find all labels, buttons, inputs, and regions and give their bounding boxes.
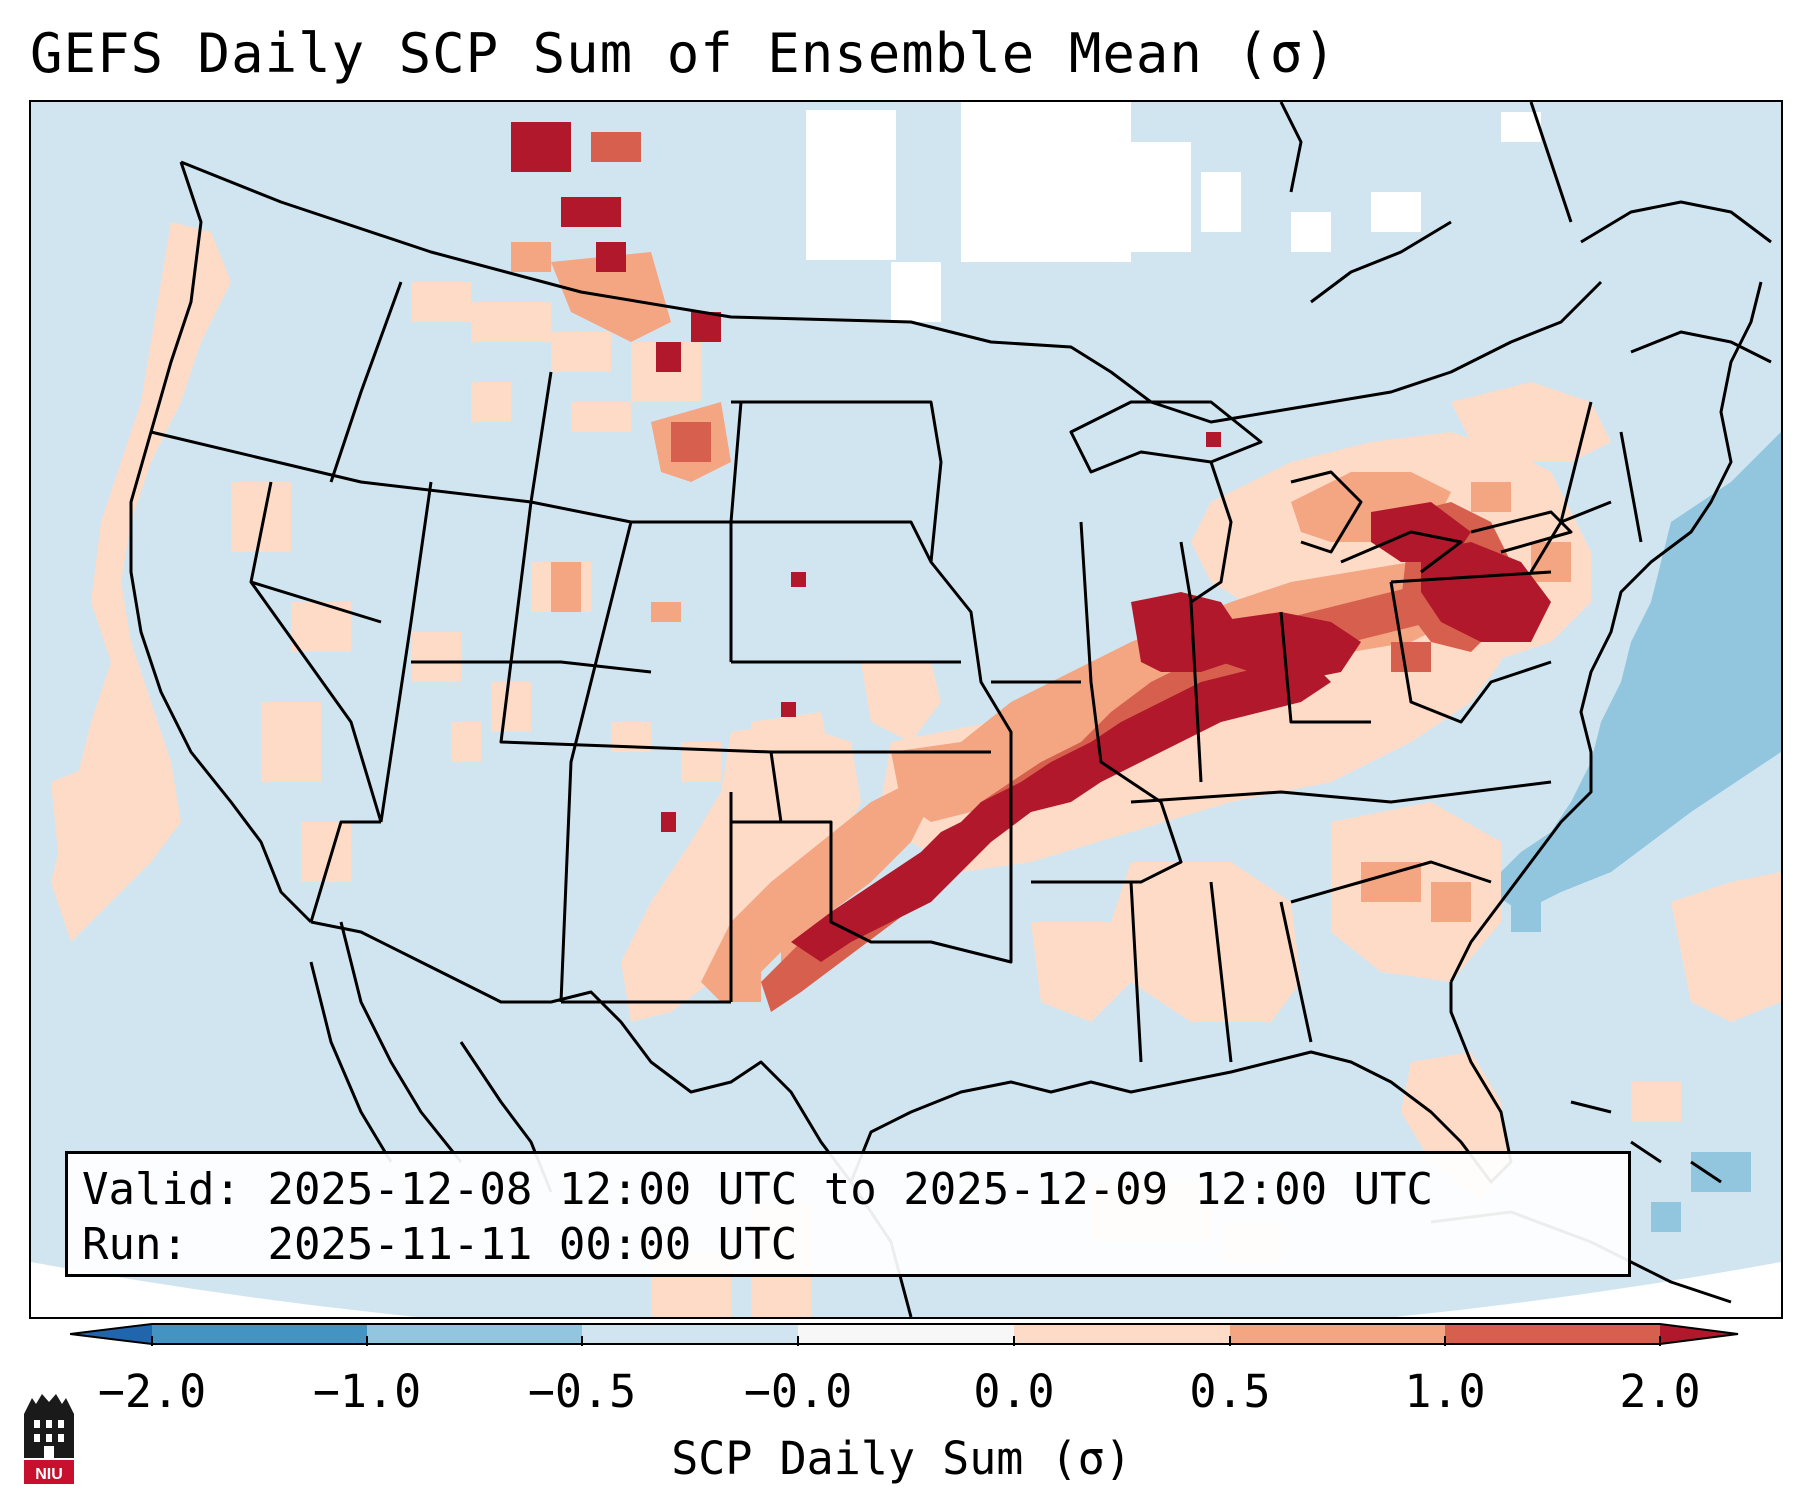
colorbar-bin	[582, 1324, 798, 1344]
chart-title: GEFS Daily SCP Sum of Ensemble Mean (σ)	[30, 22, 1337, 85]
colorbar-bin	[367, 1324, 582, 1344]
colorbar-tick-label: −0.0	[743, 1365, 853, 1418]
colorbar-under-arrow	[70, 1324, 152, 1344]
niu-logo: NIU	[24, 1394, 74, 1484]
valid-label: Valid:	[82, 1164, 241, 1215]
domain-edge	[31, 1262, 1781, 1317]
colorbar-tick-label: −1.0	[312, 1365, 422, 1418]
colorbar-tick-label: 1.0	[1404, 1365, 1486, 1418]
validity-info-box: Valid: 2025-12-08 12:00 UTC to 2025-12-0…	[65, 1151, 1631, 1277]
colorbar-bin	[798, 1324, 1014, 1344]
extreme-positive-areas	[511, 122, 1551, 962]
colorbar-bin	[1014, 1324, 1230, 1344]
political-borders	[129, 102, 1772, 1317]
colorbar	[70, 1323, 1739, 1346]
colorbar-bin	[152, 1324, 367, 1344]
colorbar-bin	[1230, 1324, 1445, 1344]
map-svg	[31, 102, 1781, 1317]
colorbar-tick-label: 0.5	[1189, 1365, 1271, 1418]
map-panel[interactable]	[29, 100, 1783, 1319]
colorbar-tick-label: 0.0	[973, 1365, 1055, 1418]
near-zero-patches	[806, 102, 1541, 322]
colorbar-over-arrow	[1660, 1324, 1738, 1344]
colorbar-tick-label: −0.5	[527, 1365, 637, 1418]
valid-range: 2025-12-08 12:00 UTC to 2025-12-09 12:00…	[267, 1164, 1434, 1215]
colorbar-tick-label: −2.0	[97, 1365, 207, 1418]
logo-text: NIU	[35, 1466, 63, 1483]
negative-anomaly-atlantic	[1491, 432, 1781, 1232]
colorbar-tick-label: 2.0	[1619, 1365, 1701, 1418]
colorbar-bin	[1445, 1324, 1660, 1344]
colorbar-label: SCP Daily Sum (σ)	[671, 1432, 1132, 1485]
run-label: Run:	[82, 1219, 188, 1270]
colorbar-ticks	[151, 1336, 1661, 1346]
run-time: 2025-11-11 00:00 UTC	[267, 1219, 798, 1270]
